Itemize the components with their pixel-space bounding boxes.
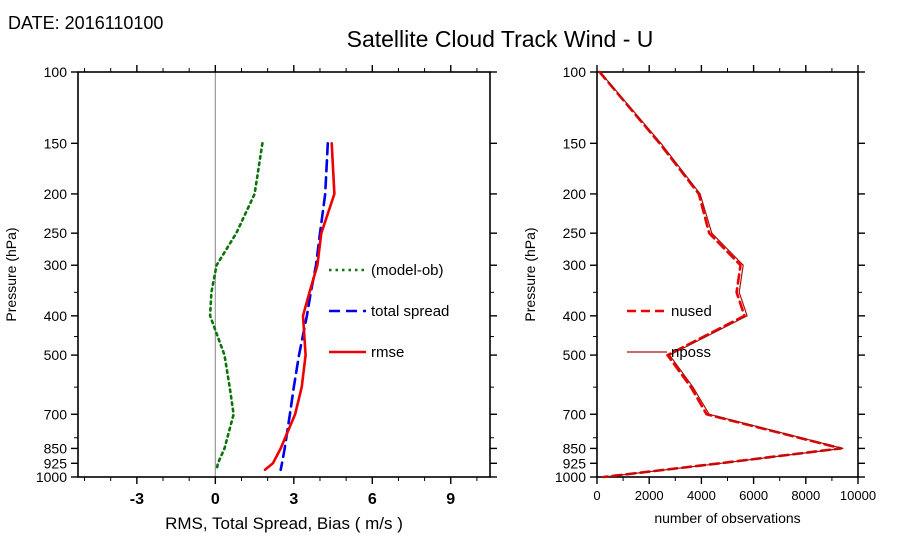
y-tick-label: 400 xyxy=(44,308,68,324)
y-tick-label: 1000 xyxy=(555,469,586,485)
series-line-rmse xyxy=(263,142,336,472)
y-tick-label: 1000 xyxy=(36,469,67,485)
right-y-axis-label: Pressure (hPa) xyxy=(522,227,538,321)
y-tick-label: 150 xyxy=(563,135,587,151)
y-tick-label: 700 xyxy=(563,406,587,422)
y-tick-label: 850 xyxy=(44,440,68,456)
legend-label-model_minus_ob: (model-ob) xyxy=(371,262,444,279)
y-tick-label: 100 xyxy=(563,64,587,80)
y-tick-label: 200 xyxy=(563,186,587,202)
y-tick-label: 150 xyxy=(44,135,68,151)
y-tick-label: 500 xyxy=(563,347,587,363)
y-tick-label: 250 xyxy=(44,225,68,241)
legend-label-rmse: rmse xyxy=(371,344,404,361)
right-x-axis-label: number of observations xyxy=(654,510,800,526)
legend-label-nposs: nposs xyxy=(671,344,711,361)
series-line-nused xyxy=(598,70,843,479)
series-line-total_spread xyxy=(279,142,330,472)
x-tick-label: 10000 xyxy=(840,488,876,503)
y-tick-label: 200 xyxy=(44,186,68,202)
x-tick-label: 6000 xyxy=(739,488,768,503)
x-tick-label: 4000 xyxy=(687,488,716,503)
y-tick-label: 300 xyxy=(44,257,68,273)
y-tick-label: 700 xyxy=(44,406,68,422)
series-line-model_minus_ob xyxy=(208,142,264,472)
figure-title: Satellite Cloud Track Wind - U xyxy=(346,26,654,52)
x-tick-label: -3 xyxy=(130,491,144,508)
date-label: DATE: 2016110100 xyxy=(8,13,164,33)
left-plot-frame xyxy=(77,71,491,478)
x-tick-label: 3 xyxy=(289,491,298,508)
x-tick-label: 9 xyxy=(446,491,455,508)
x-tick-label: 0 xyxy=(593,488,600,503)
legend-label-total_spread: total spread xyxy=(371,303,449,320)
x-tick-label: 0 xyxy=(211,491,220,508)
y-tick-label: 925 xyxy=(563,455,587,471)
y-tick-label: 400 xyxy=(563,308,587,324)
y-tick-label: 300 xyxy=(563,257,587,273)
y-tick-label: 850 xyxy=(563,440,587,456)
y-tick-label: 100 xyxy=(44,64,68,80)
legend-label-nused: nused xyxy=(671,303,712,320)
y-tick-label: 925 xyxy=(44,455,68,471)
y-tick-label: 250 xyxy=(563,225,587,241)
x-tick-label: 2000 xyxy=(635,488,664,503)
x-tick-label: 8000 xyxy=(791,488,820,503)
y-tick-label: 500 xyxy=(44,347,68,363)
x-tick-label: 6 xyxy=(368,491,377,508)
right-plot-frame xyxy=(596,71,859,478)
left-x-axis-label: RMS, Total Spread, Bias ( m/s ) xyxy=(165,514,403,533)
series-line-nposs xyxy=(599,71,844,478)
left-y-axis-label: Pressure (hPa) xyxy=(3,227,19,321)
